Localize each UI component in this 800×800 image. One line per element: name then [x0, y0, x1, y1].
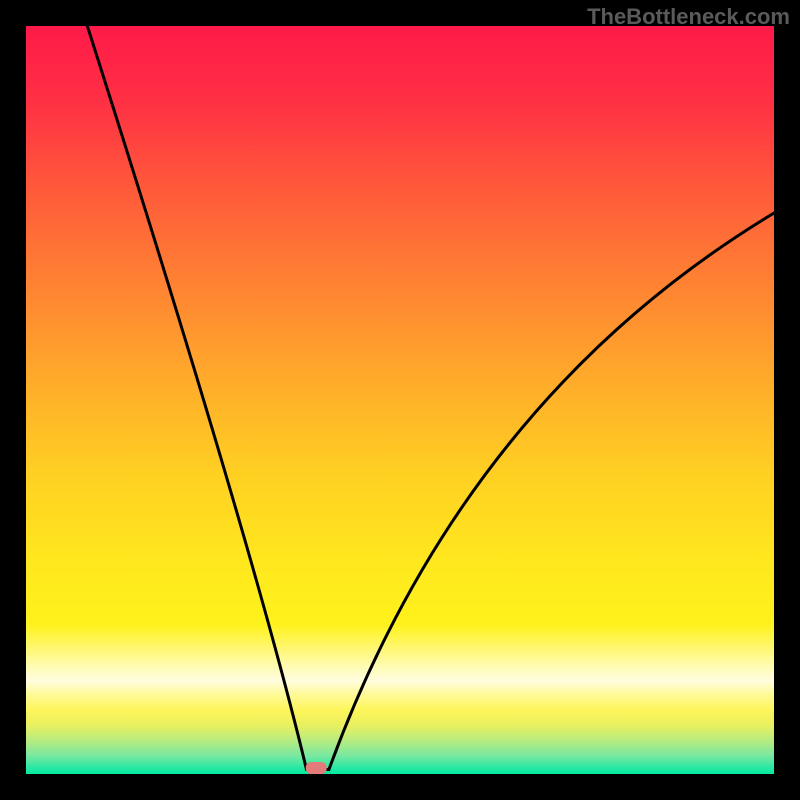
- bottleneck-curve: [87, 26, 774, 770]
- chart-curve-layer: [26, 26, 774, 774]
- optimum-marker: [306, 762, 327, 774]
- chart-plot-area: [26, 26, 774, 774]
- watermark-text: TheBottleneck.com: [587, 4, 790, 30]
